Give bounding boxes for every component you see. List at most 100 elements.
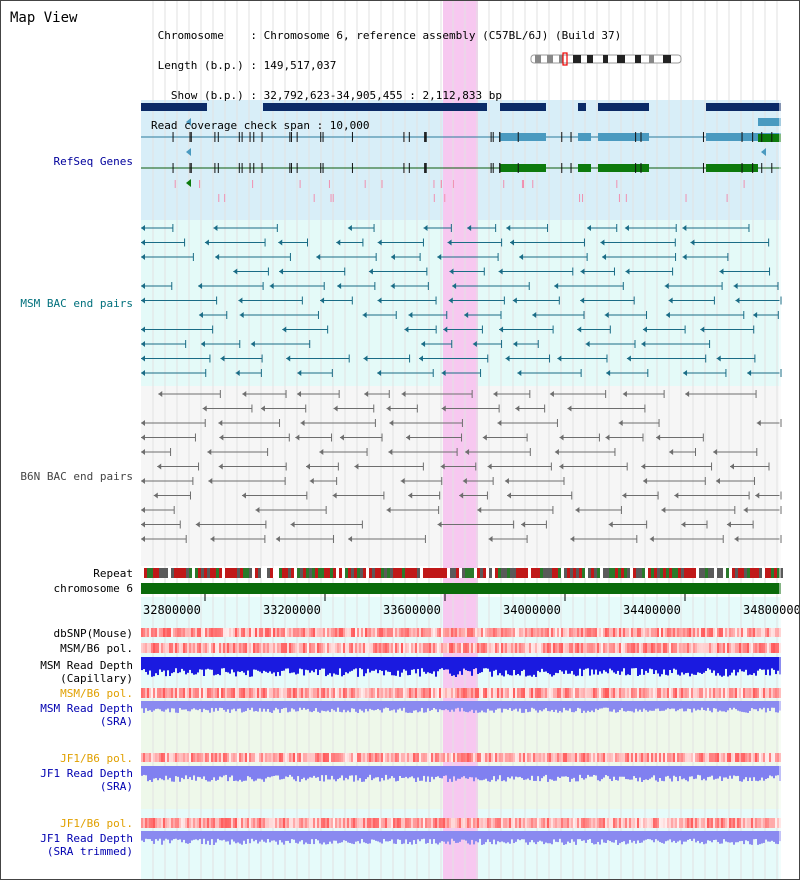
jf1-pol-trim-cell bbox=[159, 818, 161, 828]
jf1-sra-depth-bar bbox=[425, 766, 427, 782]
chromosome-ideogram[interactable] bbox=[530, 52, 682, 66]
msm-pol-cell bbox=[493, 643, 495, 653]
jf1-pol-cell bbox=[639, 753, 641, 762]
repeat-segment bbox=[450, 568, 453, 578]
msm-sra-depth-bar bbox=[171, 701, 173, 709]
msm-sra-depth-bar bbox=[159, 701, 161, 710]
dbsnp-cell bbox=[213, 628, 215, 637]
msm-sra-depth-bar bbox=[401, 701, 403, 711]
msm-pol-sra-cell bbox=[453, 688, 455, 698]
msm-read-depth-capillary-label[interactable]: MSM Read Depth (Capillary) bbox=[40, 659, 133, 685]
jf1-pol-trim-cell bbox=[593, 818, 595, 828]
msm-cap-depth-bar bbox=[743, 657, 745, 672]
jf1-sra-depth-bar bbox=[159, 766, 161, 779]
dbsnp-cell bbox=[353, 628, 355, 637]
dbsnp-cell bbox=[711, 628, 713, 637]
dbsnp-track-label[interactable]: dbSNP(Mouse) bbox=[53, 627, 133, 640]
msm-b6-pol-label[interactable]: MSM/B6 pol. bbox=[60, 642, 133, 655]
msm-sra-depth-bar bbox=[295, 701, 297, 712]
b6n-bac-end-pairs-track[interactable] bbox=[141, 390, 782, 543]
polymorphism-heat-tracks[interactable] bbox=[141, 628, 781, 828]
msm-bac-pair-end bbox=[198, 283, 203, 289]
repeat-segment bbox=[699, 568, 702, 578]
msm-sra-depth-bar bbox=[347, 701, 349, 711]
msm-pol-sra-cell bbox=[637, 688, 639, 698]
refseq-genes-track[interactable] bbox=[141, 103, 781, 202]
jf1-pol-trim-cell bbox=[421, 818, 423, 828]
msm-sra-depth-bar bbox=[605, 701, 607, 708]
jf1-pol-trim-cell bbox=[237, 818, 239, 828]
msm-bac-pair-end bbox=[269, 283, 274, 289]
jf1-trim-depth-bar bbox=[499, 831, 501, 843]
jf1-pol-trim-cell bbox=[645, 818, 647, 828]
jf1-pol-trim-cell bbox=[441, 818, 443, 828]
jf1-trim-depth-bar bbox=[401, 831, 403, 845]
repeat-segment bbox=[435, 568, 438, 578]
dbsnp-cell bbox=[667, 628, 669, 637]
jf1-sra-depth-bar bbox=[413, 766, 415, 779]
msm-pol-cell bbox=[507, 643, 509, 653]
jf1-pol-trim-cell bbox=[677, 818, 679, 828]
msm-cap-depth-bar bbox=[229, 657, 231, 674]
msm-sra-depth-bar bbox=[167, 701, 169, 709]
repeat-segment bbox=[162, 568, 165, 578]
jf1-trim-depth-bar bbox=[291, 831, 293, 840]
jf1-sra-depth-bar bbox=[705, 766, 707, 781]
dbsnp-cell bbox=[461, 628, 463, 637]
msm-pol-sra-cell bbox=[513, 688, 515, 698]
msm-cap-depth-bar bbox=[489, 657, 491, 672]
msm-cap-depth-bar bbox=[685, 657, 687, 674]
jf1-pol-cell bbox=[381, 753, 383, 762]
repeat-segment bbox=[468, 568, 471, 578]
jf1-read-depth-trimmed-label[interactable]: JF1 Read Depth (SRA trimmed) bbox=[40, 832, 133, 858]
msm-pol-cell bbox=[325, 643, 327, 653]
msm-bac-pair-end bbox=[141, 239, 145, 246]
msm-sra-depth-bar bbox=[221, 701, 223, 709]
b6n-bac-pair-end bbox=[141, 507, 145, 513]
msm-pol-cell bbox=[597, 643, 599, 653]
msm-pol-cell bbox=[531, 643, 533, 653]
jf1-trim-depth-bar bbox=[171, 831, 173, 841]
selection-highlight[interactable] bbox=[443, 1, 478, 879]
jf1-sra-depth-bar bbox=[343, 766, 345, 781]
jf1-pol-trim-cell bbox=[543, 818, 545, 828]
jf1-read-depth-sra-label[interactable]: JF1 Read Depth (SRA) bbox=[40, 767, 133, 793]
msm-sra-depth-bar bbox=[399, 701, 401, 709]
msm-bac-pair-end bbox=[512, 297, 517, 304]
jf1-sra-depth-bar bbox=[719, 766, 721, 777]
repeat-segment bbox=[303, 568, 306, 578]
msm-bac-end-pairs-track[interactable] bbox=[141, 224, 782, 377]
jf1-pol-cell bbox=[413, 753, 415, 762]
jf1-sra-depth-bar bbox=[181, 766, 183, 778]
refseq-track-label[interactable]: RefSeq Genes bbox=[53, 155, 133, 168]
msm-pol-cell bbox=[377, 643, 379, 653]
jf1-pol-cell bbox=[675, 753, 677, 762]
msm-bac-track-label[interactable]: MSM BAC end pairs bbox=[20, 297, 133, 310]
jf1-pol-cell bbox=[435, 753, 437, 762]
msm-sra-depth-bar bbox=[231, 701, 233, 710]
b6n-bac-pair-end bbox=[743, 507, 748, 513]
jf1-pol-trim-cell bbox=[473, 818, 475, 828]
jf1-pol-cell bbox=[429, 753, 431, 762]
msm-pol-cell bbox=[221, 643, 223, 653]
msm-cap-depth-bar bbox=[175, 657, 177, 669]
jf1-pol-trim-cell bbox=[643, 818, 645, 828]
repeat-track-label[interactable]: Repeat bbox=[93, 567, 133, 580]
msm-read-depth-sra-label[interactable]: MSM Read Depth (SRA) bbox=[40, 702, 133, 728]
msm-b6-pol-sra-label[interactable]: MSM/B6 pol. bbox=[60, 687, 133, 700]
jf1-pol-cell bbox=[695, 753, 697, 762]
jf1-b6-pol-trimmed-label[interactable]: JF1/B6 pol. bbox=[60, 817, 133, 830]
b6n-bac-track-label[interactable]: B6N BAC end pairs bbox=[20, 470, 133, 483]
repeat-track[interactable] bbox=[141, 568, 783, 578]
msm-sra-depth-bar bbox=[679, 701, 681, 709]
repeat-segment bbox=[285, 568, 288, 578]
jf1-pol-cell bbox=[679, 753, 681, 762]
jf1-b6-pol-label[interactable]: JF1/B6 pol. bbox=[60, 752, 133, 765]
jf1-pol-cell bbox=[367, 753, 369, 762]
jf1-sra-depth-bar bbox=[359, 766, 361, 779]
msm-pol-sra-cell bbox=[589, 688, 591, 698]
read-depth-tracks[interactable] bbox=[141, 657, 781, 845]
jf1-sra-depth-bar bbox=[171, 766, 173, 782]
jf1-pol-trim-cell bbox=[203, 818, 205, 828]
